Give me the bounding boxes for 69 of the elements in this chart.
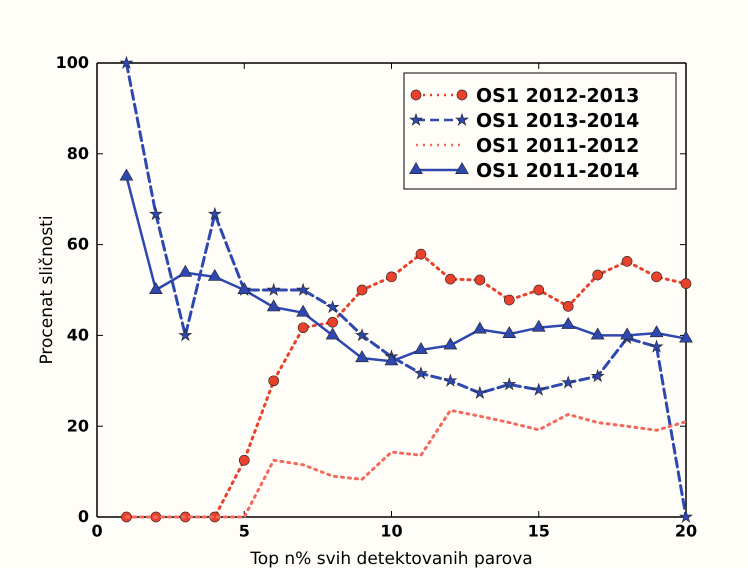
- point: [208, 208, 222, 220]
- point: [562, 317, 575, 329]
- point: [414, 366, 428, 379]
- point: [562, 301, 574, 312]
- point: [356, 328, 368, 341]
- point: [120, 168, 134, 180]
- legend-label: OS1 2012-2013: [476, 85, 640, 107]
- point: [679, 330, 693, 343]
- point: [590, 328, 604, 340]
- legend-label: OS1 2011-2014: [476, 160, 640, 182]
- point: [414, 342, 428, 354]
- point: [502, 378, 516, 390]
- y-axis-title: Procenat sličnosti: [37, 215, 57, 365]
- point: [416, 248, 426, 260]
- point: [532, 383, 546, 396]
- point: [296, 305, 310, 317]
- point: [178, 265, 192, 277]
- point: [444, 374, 457, 386]
- point: [267, 283, 280, 296]
- x-axis-title: Top n% svih detektovanih parova: [249, 549, 533, 568]
- point: [326, 328, 340, 340]
- point: [650, 325, 664, 338]
- point: [268, 375, 280, 386]
- point: [444, 338, 458, 350]
- point: [267, 300, 280, 312]
- y-tick-label: 60: [66, 234, 89, 254]
- point: [502, 326, 516, 338]
- point: [327, 316, 338, 328]
- point: [680, 278, 692, 289]
- point: [651, 272, 662, 282]
- point: [120, 56, 133, 68]
- point: [532, 320, 546, 332]
- x-tick-label: 15: [528, 521, 550, 540]
- point: [179, 328, 192, 341]
- point: [150, 208, 162, 220]
- point: [562, 376, 575, 388]
- point: [238, 454, 250, 466]
- point: [355, 350, 369, 362]
- point: [445, 274, 456, 284]
- x-tick-label: 5: [238, 521, 250, 540]
- y-tick-label: 40: [66, 326, 89, 345]
- x-tick-label: 10: [380, 521, 403, 540]
- point: [591, 370, 604, 382]
- y-tick-label: 80: [66, 144, 89, 163]
- point: [298, 322, 308, 334]
- point: [622, 256, 632, 267]
- legend-label: OS1 2013-2014: [476, 110, 640, 132]
- point: [384, 354, 398, 366]
- x-tick-label: 20: [674, 521, 698, 540]
- point: [208, 269, 222, 281]
- legend-label: OS1 2011-2012: [476, 135, 640, 157]
- point: [620, 328, 634, 340]
- point: [474, 386, 486, 398]
- point: [592, 270, 603, 280]
- point: [473, 322, 487, 334]
- x-tick-label: 0: [91, 521, 103, 540]
- y-tick-label: 0: [78, 507, 89, 526]
- point: [504, 294, 515, 306]
- y-tick-label: 20: [66, 416, 89, 436]
- point: [356, 284, 368, 296]
- point: [680, 510, 692, 522]
- point: [650, 340, 663, 352]
- y-tick-label: 100: [56, 53, 89, 72]
- point: [326, 300, 339, 313]
- point: [296, 283, 310, 296]
- point: [533, 284, 544, 296]
- point: [474, 274, 486, 286]
- point: [149, 282, 163, 294]
- point: [386, 272, 397, 282]
